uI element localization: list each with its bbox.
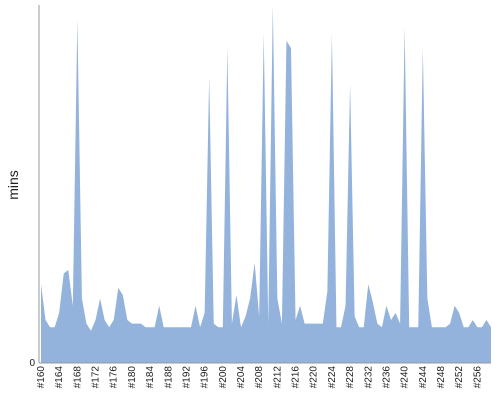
x-tick-label: #168: [72, 366, 83, 389]
x-tick-label: #240: [400, 366, 411, 389]
x-tick-label: #224: [327, 366, 338, 389]
x-tick-label: #236: [381, 366, 392, 389]
x-tick-label: #200: [218, 366, 229, 389]
x-tick-label: #244: [418, 366, 429, 389]
x-tick-label: #216: [291, 366, 302, 389]
x-tick-label: #196: [200, 366, 211, 389]
x-tick-label: #232: [363, 366, 374, 389]
x-tick-label: #164: [54, 366, 65, 389]
x-tick-label: #180: [127, 366, 138, 389]
x-tick-label: #184: [145, 366, 156, 389]
x-tick-label: #176: [109, 366, 120, 389]
x-tick-label: #188: [163, 366, 174, 389]
x-tick-label: #204: [236, 366, 247, 389]
x-tick-label: #212: [272, 366, 283, 389]
x-tick-label: #248: [436, 366, 447, 389]
x-tick-label: #192: [181, 366, 192, 389]
y-axis-label: mins: [5, 170, 21, 200]
x-tick-label: #172: [91, 366, 102, 389]
x-tick-label: #256: [472, 366, 483, 389]
series-area: [41, 5, 491, 363]
x-tick-label: #160: [36, 366, 47, 389]
y-tick-label: 0: [29, 358, 35, 369]
x-tick-label: #228: [345, 366, 356, 389]
x-tick-label: #252: [454, 366, 465, 389]
x-tick-label: #220: [309, 366, 320, 389]
x-tick-label: #208: [254, 366, 265, 389]
